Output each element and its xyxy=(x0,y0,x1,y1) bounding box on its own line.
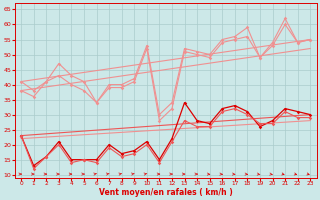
X-axis label: Vent moyen/en rafales ( km/h ): Vent moyen/en rafales ( km/h ) xyxy=(99,188,233,197)
